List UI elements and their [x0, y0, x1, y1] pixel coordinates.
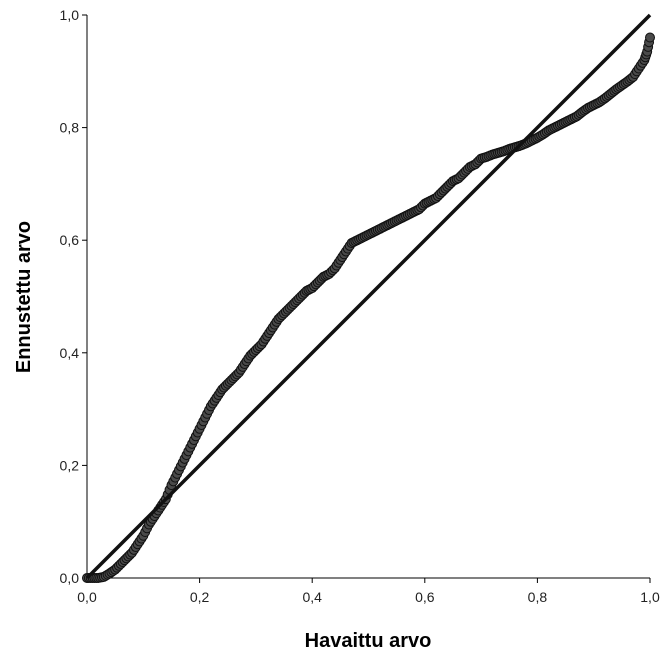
y-tick-label: 0,2	[60, 457, 80, 473]
x-tick-label: 0,0	[77, 589, 97, 605]
y-tick-label: 0,0	[60, 570, 80, 586]
y-tick-label: 0,8	[60, 120, 80, 136]
data-point	[645, 32, 655, 43]
x-tick-label: 0,4	[302, 589, 322, 605]
x-axis-title: Havaittu arvo	[305, 630, 432, 652]
scatter-points	[82, 32, 655, 583]
x-axis-ticks: 0,0 0,2 0,4 0,6 0,8 1,0	[77, 578, 660, 605]
plot-area: 0,0 0,2 0,4 0,6 0,8 1,0 0,0 0,2 0,4 0,6 0,8 1,0	[60, 7, 660, 605]
reference-line	[85, 13, 652, 580]
x-tick-label: 0,6	[415, 589, 435, 605]
y-tick-label: 0,6	[60, 232, 80, 248]
y-axis-ticks: 0,0 0,2 0,4 0,6 0,8 1,0	[60, 7, 87, 586]
y-axis-title: Ennustettu arvo	[13, 221, 35, 373]
y-tick-label: 0,4	[60, 345, 80, 361]
y-tick-label: 1,0	[60, 7, 80, 23]
x-tick-label: 0,2	[190, 589, 210, 605]
x-tick-label: 0,8	[528, 589, 548, 605]
x-tick-label: 1,0	[640, 589, 660, 605]
